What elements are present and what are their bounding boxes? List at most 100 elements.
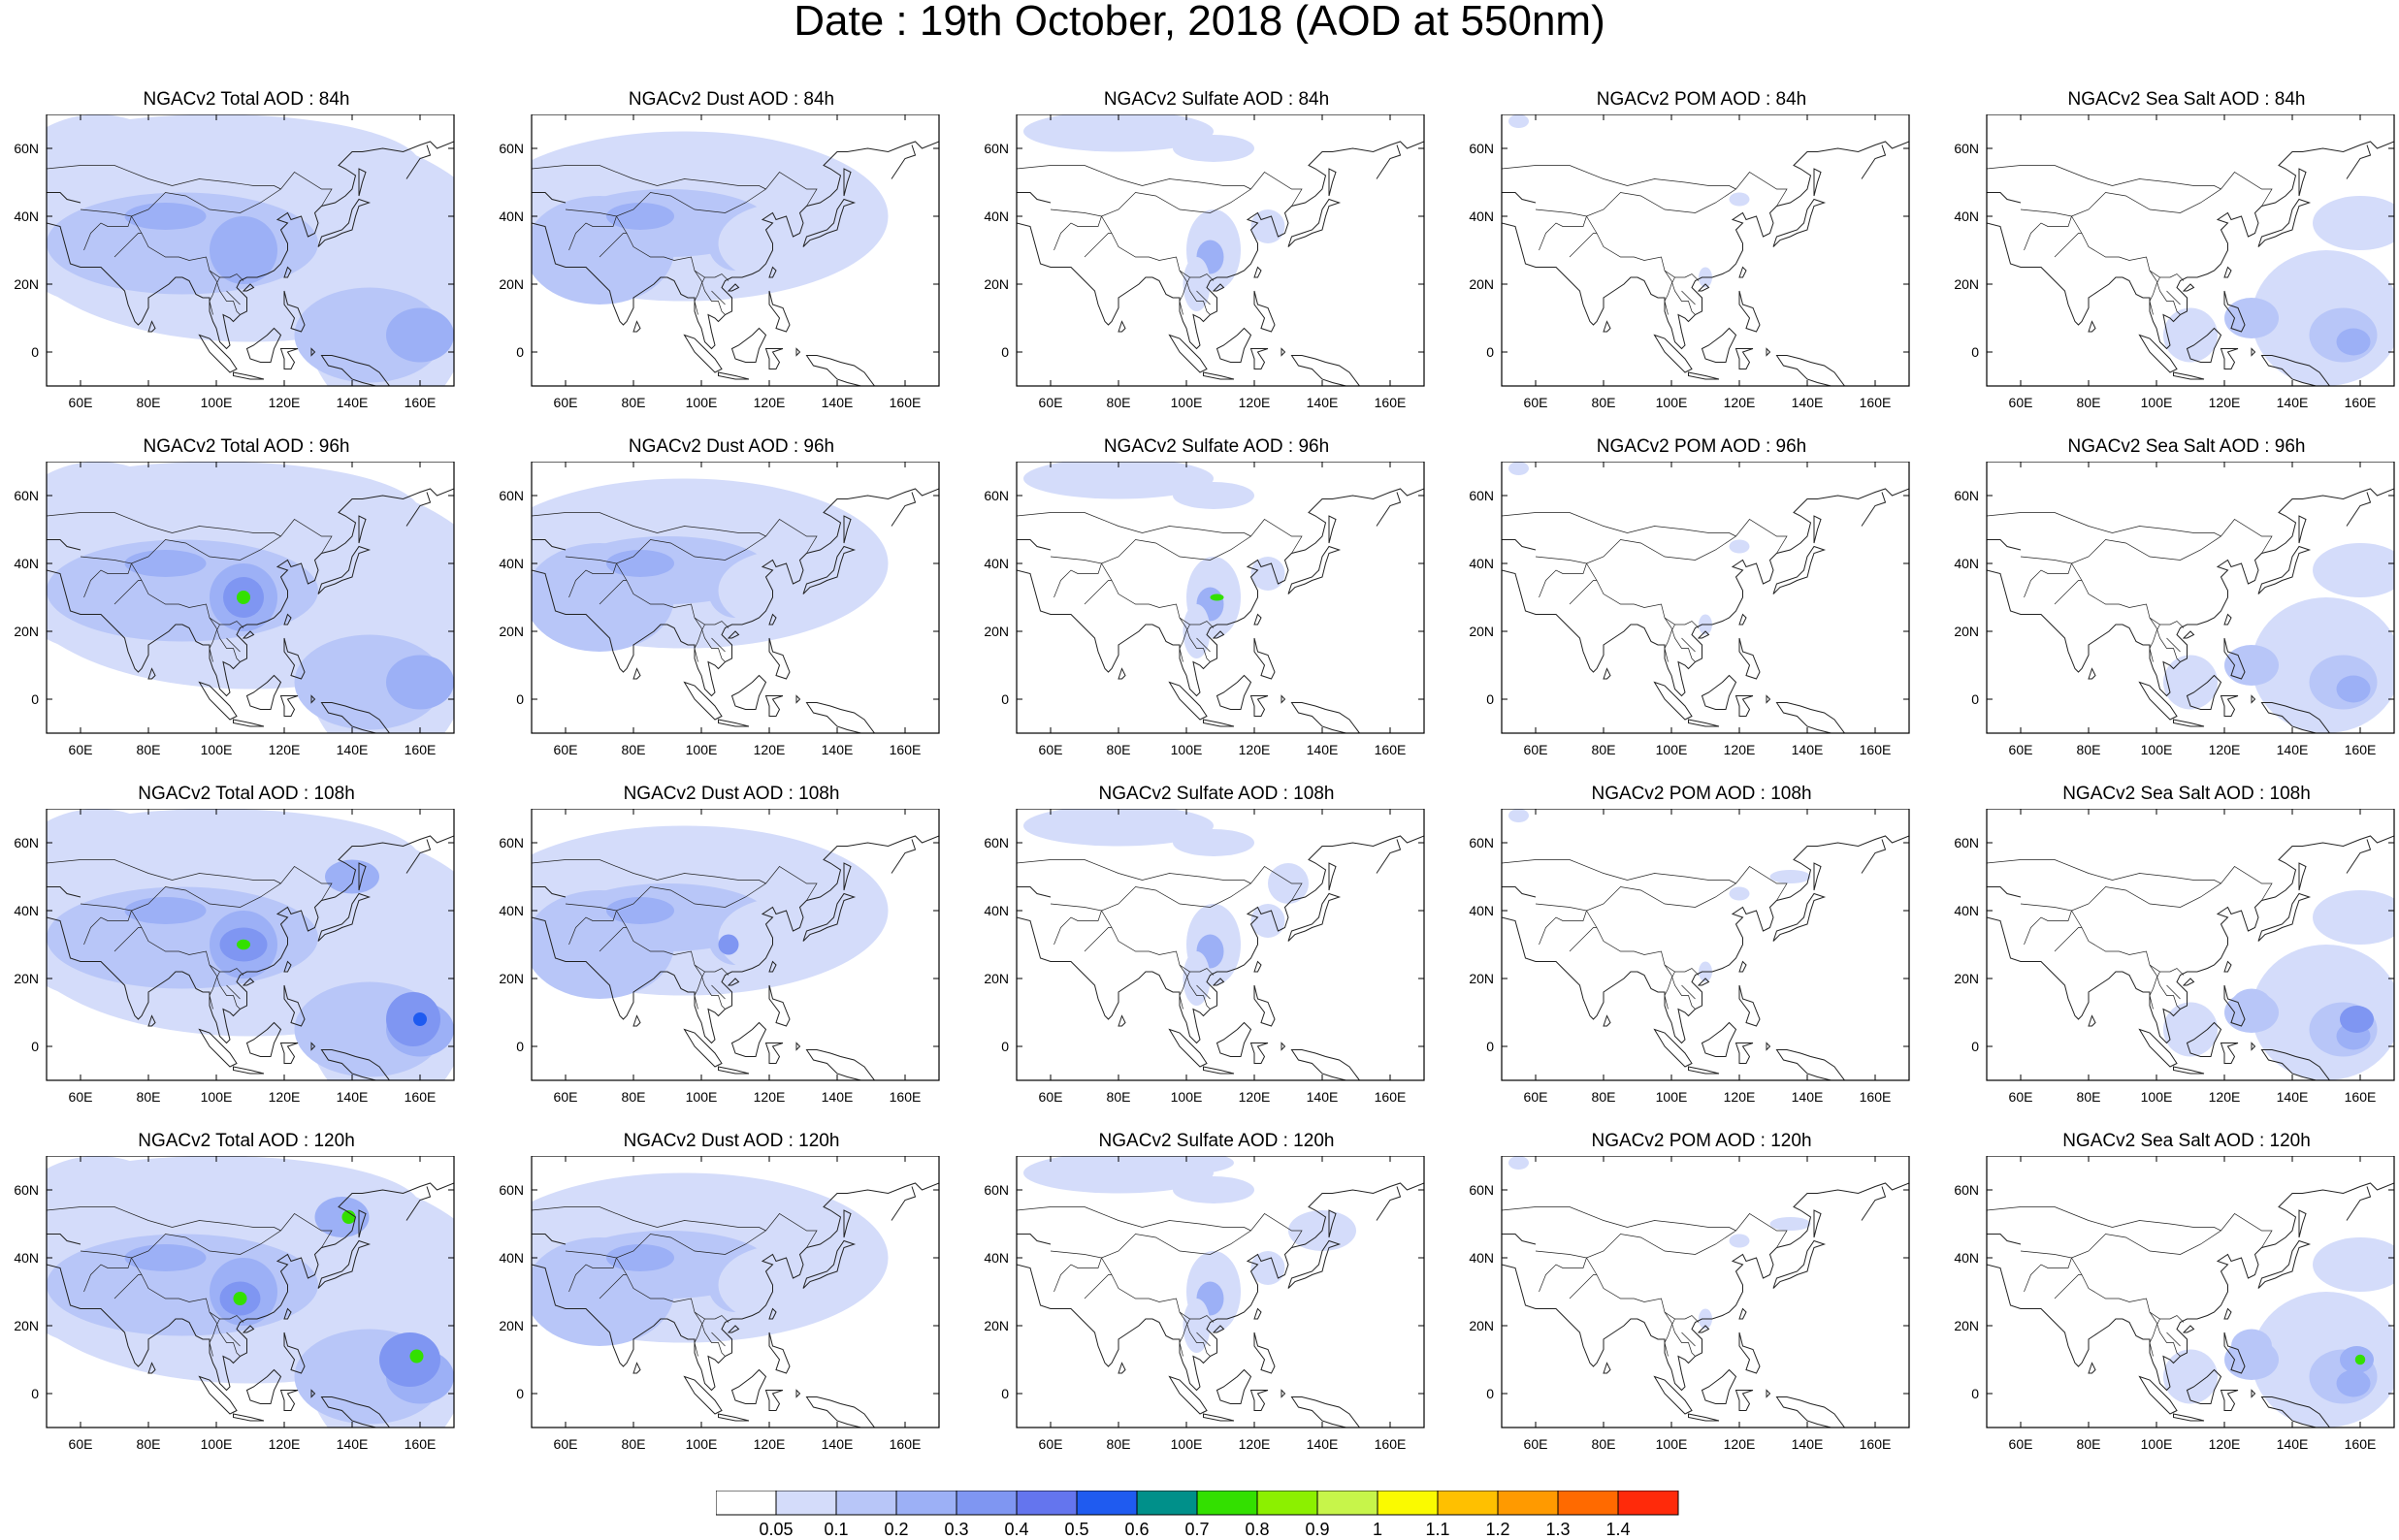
country-border xyxy=(568,910,617,946)
island-outline xyxy=(1287,892,1342,942)
map-panel-total-108h: NGACv2 Total AOD : 108h 60E 80E 100E 120E 140… xyxy=(4,784,489,1133)
country-border xyxy=(2149,270,2181,315)
coastline xyxy=(47,488,454,697)
aod-contour xyxy=(124,203,207,230)
coastline xyxy=(1017,141,1424,350)
island-outline xyxy=(320,702,391,733)
country-border xyxy=(616,1257,729,1323)
country-border xyxy=(113,233,142,258)
aod-contour xyxy=(90,1258,173,1326)
coastlines xyxy=(1502,488,1909,733)
island-outline xyxy=(1212,630,1225,639)
coastline xyxy=(1987,192,2022,204)
lat-tick-label: 40N xyxy=(499,209,524,224)
country-border xyxy=(599,580,627,605)
map-panel-dust-108h: NGACv2 Dust AOD : 108h 60E 80E 100E 120E 140E… xyxy=(489,784,974,1133)
country-border xyxy=(2024,1257,2072,1293)
lat-tick-label: 40N xyxy=(1469,1250,1494,1266)
colorbar-swatch xyxy=(1617,1491,1679,1516)
lat-tick-label: 20N xyxy=(14,276,39,292)
aod-contour xyxy=(2231,1329,2272,1364)
island-outline xyxy=(730,327,767,363)
country-border xyxy=(226,637,241,653)
lon-tick-label: 120E xyxy=(1724,395,1756,410)
lat-tick-label: 0 xyxy=(1486,1386,1494,1401)
island-outline xyxy=(1738,266,1747,278)
lon-tick-label: 80E xyxy=(2077,395,2101,410)
panel-title: NGACv2 Sulfate AOD : 120h xyxy=(1098,1131,1335,1151)
coastline xyxy=(1502,835,1909,1044)
lat-tick-label: 40N xyxy=(984,209,1009,224)
island-outline xyxy=(2223,613,2232,626)
country-border xyxy=(616,215,729,281)
country-border xyxy=(694,1311,726,1357)
island-outline xyxy=(2220,695,2239,717)
lat-tick-label: 60N xyxy=(499,488,524,503)
island-outline xyxy=(2182,1325,2195,1333)
lon-tick-label: 140E xyxy=(822,395,854,410)
country-border xyxy=(2020,866,2273,912)
map-svg: 60E 80E 100E 120E 140E 160E 60N 40N 20N 0 xyxy=(1469,462,1910,757)
country-border xyxy=(1101,1257,1215,1323)
coastline xyxy=(1017,1234,1052,1245)
country-border xyxy=(1569,1274,1597,1299)
country-border xyxy=(1627,873,1736,884)
lon-tick-label: 60E xyxy=(554,1089,578,1105)
map-svg: 60E 80E 100E 120E 140E 160E 60N 40N 20N 0 xyxy=(984,1156,1425,1452)
lat-tick-label: 0 xyxy=(31,344,39,360)
aod-contour xyxy=(2340,1006,2374,1033)
island-outline xyxy=(795,1042,801,1051)
map-background xyxy=(1502,114,1909,386)
island-outline xyxy=(147,1362,156,1374)
aod-contour xyxy=(1250,904,1285,938)
island-outline xyxy=(718,719,750,727)
country-border xyxy=(1539,1257,1587,1293)
coastline xyxy=(1987,886,2022,898)
island-outline xyxy=(764,1043,784,1064)
lon-tick-label: 140E xyxy=(337,1436,369,1452)
map-panel-total-84h: NGACv2 Total AOD : 84h 60E 80E 100E 120E 140E… xyxy=(4,89,489,438)
island-outline xyxy=(1653,1375,1693,1415)
lon-tick-label: 60E xyxy=(1524,1436,1548,1452)
country-border xyxy=(1179,964,1211,1010)
coastlines xyxy=(532,141,939,386)
lat-tick-label: 20N xyxy=(1954,624,1979,639)
colorbar-label: 0.1 xyxy=(824,1520,848,1539)
island-outline xyxy=(279,1390,299,1411)
lat-tick-label: 40N xyxy=(984,903,1009,918)
island-outline xyxy=(1603,1014,1611,1027)
island-outline xyxy=(1118,667,1126,680)
island-outline xyxy=(1738,960,1747,973)
island-outline xyxy=(2138,681,2178,721)
country-border xyxy=(2024,910,2072,946)
island-outline xyxy=(242,630,255,639)
island-outline xyxy=(1253,266,1262,278)
island-outline xyxy=(2257,892,2312,942)
island-outline xyxy=(2173,1066,2205,1075)
aod-contour xyxy=(606,550,674,577)
island-outline xyxy=(1766,1042,1771,1051)
lon-tick-label: 80E xyxy=(1107,1436,1131,1452)
map-svg: 60E 80E 100E 120E 140E 160E 60N 40N 20N 0 xyxy=(1469,114,1910,410)
coastline xyxy=(47,886,81,898)
island-outline xyxy=(2257,545,2312,594)
island-outline xyxy=(2138,334,2178,373)
lon-tick-label: 80E xyxy=(1592,395,1616,410)
coastline xyxy=(891,144,917,179)
country-border xyxy=(1539,910,1587,946)
aod-field xyxy=(1987,809,2394,1080)
country-border xyxy=(694,270,726,315)
lat-tick-label: 60N xyxy=(1469,488,1494,503)
island-outline xyxy=(283,266,292,278)
aod-contour xyxy=(718,550,855,631)
lat-tick-label: 40N xyxy=(14,1250,39,1266)
country-border xyxy=(1179,276,1190,315)
aod-contour xyxy=(90,563,173,631)
island-outline xyxy=(1734,348,1754,369)
aod-contour xyxy=(2313,196,2394,250)
country-border xyxy=(226,1331,241,1347)
country-border xyxy=(2166,637,2181,653)
lat-tick-label: 0 xyxy=(1486,1039,1494,1054)
aod-field xyxy=(1987,1156,2394,1428)
coastline xyxy=(1017,1182,1424,1392)
